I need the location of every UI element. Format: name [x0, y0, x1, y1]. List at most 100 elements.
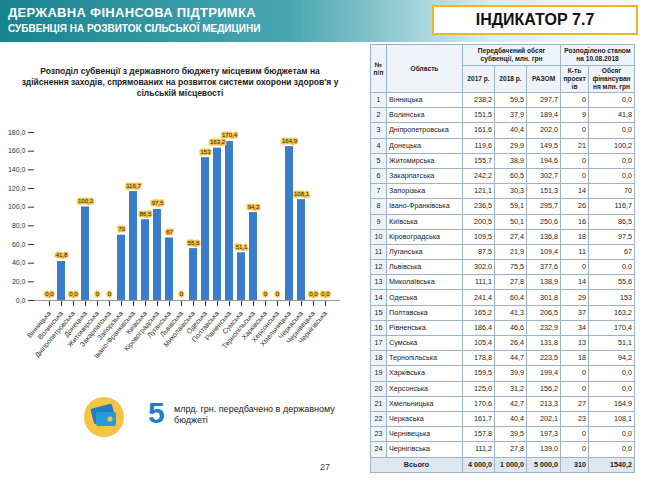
- svg-text:Чернігівська: Чернігівська: [297, 310, 329, 346]
- svg-text:0: 0: [180, 291, 184, 297]
- html-text:Волинська: Волинська: [389, 110, 425, 120]
- svg-text:0,0: 0,0: [16, 297, 26, 304]
- svg-text:Луганська: Луганська: [145, 309, 172, 340]
- svg-text:67: 67: [166, 229, 173, 235]
- html-text:30,3: 30,3: [510, 186, 524, 196]
- svg-text:0,0: 0,0: [309, 291, 318, 297]
- svg-text:Чернівецька: Чернівецька: [284, 309, 316, 345]
- svg-text:40,0: 40,0: [12, 259, 26, 266]
- svg-text:Дніпропетровська: Дніпропетровська: [33, 309, 76, 359]
- svg-text:0: 0: [264, 291, 268, 297]
- html-text:297,7: 297,7: [540, 95, 558, 105]
- svg-text:80,0: 80,0: [12, 222, 26, 229]
- html-text:236,5: 236,5: [474, 201, 492, 211]
- svg-text:86,5: 86,5: [140, 211, 152, 217]
- html-text:194,6: 194,6: [540, 155, 558, 165]
- svg-text:51,1: 51,1: [236, 244, 248, 250]
- svg-text:100,2: 100,2: [78, 198, 94, 204]
- svg-text:0,0: 0,0: [321, 291, 330, 297]
- html-text:млрд. грн. передбачено в держа: млрд. грн. передбачено в державному бюдж…: [174, 404, 335, 425]
- svg-text:Житомирська: Житомирська: [66, 309, 100, 349]
- svg-text:Івано-Франківська: Івано-Франківська: [92, 309, 136, 360]
- svg-text:Черкаська: Черкаська: [276, 309, 304, 341]
- html-text:Розподілено станом на 10.08.20: Розподілено станом на 10.08.2018: [564, 47, 631, 62]
- svg-text:Рівненська: Рівненська: [203, 309, 232, 342]
- html-text:155,7: 155,7: [474, 155, 492, 165]
- html-text:38,9: 38,9: [510, 155, 524, 165]
- svg-text:70: 70: [118, 226, 125, 232]
- html-text:59,5: 59,5: [510, 95, 524, 105]
- svg-text:55,6: 55,6: [188, 240, 200, 246]
- html-text:0,0: 0,0: [622, 125, 632, 135]
- html-text:Передбачений обсяг субвенції,: Передбачений обсяг субвенції, млн. грн: [477, 47, 546, 62]
- html-text:151,3: 151,3: [540, 186, 558, 196]
- svg-text:Херсонська: Херсонська: [250, 309, 280, 344]
- svg-text:164,9: 164,9: [282, 138, 298, 144]
- html-text:40,4: 40,4: [510, 125, 524, 135]
- html-text:121,1: 121,1: [474, 186, 492, 196]
- html-text:Вінницька: Вінницька: [389, 95, 423, 105]
- html-text:238,2: 238,2: [474, 95, 492, 105]
- svg-text:0: 0: [276, 291, 280, 297]
- svg-text:20,0: 20,0: [12, 278, 26, 285]
- html-text:149,5: 149,5: [540, 140, 558, 150]
- svg-text:Київська: Київська: [124, 309, 148, 336]
- svg-text:Тернопільська: Тернопільська: [220, 309, 256, 350]
- html-text:Запорізька: Запорізька: [389, 186, 426, 196]
- svg-text:0: 0: [108, 291, 112, 297]
- html-text:161,6: 161,6: [474, 125, 492, 135]
- svg-text:Сумська: Сумська: [220, 309, 244, 336]
- svg-text:180,0: 180,0: [8, 129, 26, 136]
- svg-text:160,0: 160,0: [8, 147, 26, 154]
- html-text:41,8: 41,8: [618, 110, 632, 120]
- html-text:37,9: 37,9: [510, 110, 524, 120]
- html-text:Донецька: Донецька: [389, 140, 422, 150]
- svg-text:Запорізька: Запорізька: [96, 309, 124, 342]
- html-text:№ п/п: № п/п: [373, 60, 384, 76]
- html-text:202,0: 202,0: [540, 125, 558, 135]
- svg-text:94,2: 94,2: [248, 204, 260, 210]
- svg-text:140,0: 140,0: [8, 166, 26, 173]
- svg-text:Вінницька: Вінницька: [25, 309, 52, 340]
- svg-text:100,0: 100,0: [8, 203, 26, 210]
- html-text:151,5: 151,5: [474, 110, 492, 120]
- svg-text:0,0: 0,0: [45, 291, 54, 297]
- html-text:К-ть проектів: К-ть проектів: [563, 67, 586, 90]
- svg-text:0: 0: [96, 291, 100, 297]
- html-text:ДЕРЖАВНА ФІНАНСОВА ПІДТРИМКА: ДЕРЖАВНА ФІНАНСОВА ПІДТРИМКА: [8, 5, 256, 20]
- html-text:ІНДИКАТОР 7.7: ІНДИКАТОР 7.7: [475, 11, 595, 28]
- svg-text:Закарпатська: Закарпатська: [78, 309, 112, 348]
- svg-text:Полтавська: Полтавська: [190, 309, 220, 344]
- svg-text:108,1: 108,1: [294, 191, 310, 197]
- svg-text:Харківська: Харківська: [240, 309, 268, 341]
- html-text:СУБВЕНЦІЯ НА РОЗВИТОК СІЛЬСЬКО: СУБВЕНЦІЯ НА РОЗВИТОК СІЛЬСЬКОЇ МЕДИЦИНИ: [8, 23, 261, 34]
- html-text:0,0: 0,0: [622, 155, 632, 165]
- svg-text:Миколаївська: Миколаївська: [162, 309, 196, 349]
- svg-text:153: 153: [200, 149, 211, 155]
- html-text:100,2: 100,2: [614, 140, 632, 150]
- html-text:29,9: 29,9: [510, 140, 524, 150]
- html-text:Івано-Франківська: Івано-Франківська: [389, 201, 450, 211]
- html-text:Розподіл субвенції з державног: Розподіл субвенції з державного бюджету …: [21, 66, 339, 98]
- html-text:Дніпропетровська: Дніпропетровська: [389, 125, 449, 135]
- svg-text:120,0: 120,0: [8, 185, 26, 192]
- svg-text:Волинська: Волинська: [36, 309, 64, 341]
- svg-text:Донецька: Донецька: [62, 309, 88, 339]
- svg-text:116,7: 116,7: [126, 183, 141, 189]
- html-text:Обсяг фінансування млн. грн: Обсяг фінансування млн. грн: [592, 67, 631, 90]
- html-text:119,6: 119,6: [474, 140, 492, 150]
- svg-text:41,8: 41,8: [56, 252, 68, 258]
- svg-text:60,0: 60,0: [12, 241, 26, 248]
- svg-text:Львівська: Львівська: [158, 309, 184, 339]
- html-text:5: 5: [148, 396, 165, 429]
- svg-text:Кіровоградська: Кіровоградська: [122, 309, 160, 353]
- html-text:Житомирська: Житомирська: [389, 155, 435, 165]
- svg-text:Хмельницька: Хмельницька: [258, 309, 292, 348]
- html-text:189,4: 189,4: [540, 110, 558, 120]
- svg-text:0,0: 0,0: [69, 291, 78, 297]
- svg-text:170,4: 170,4: [222, 132, 238, 138]
- svg-text:Одеська: Одеська: [184, 309, 208, 336]
- svg-text:97,5: 97,5: [152, 200, 164, 206]
- svg-text:163,2: 163,2: [210, 139, 226, 145]
- html-text:0,0: 0,0: [622, 95, 632, 105]
